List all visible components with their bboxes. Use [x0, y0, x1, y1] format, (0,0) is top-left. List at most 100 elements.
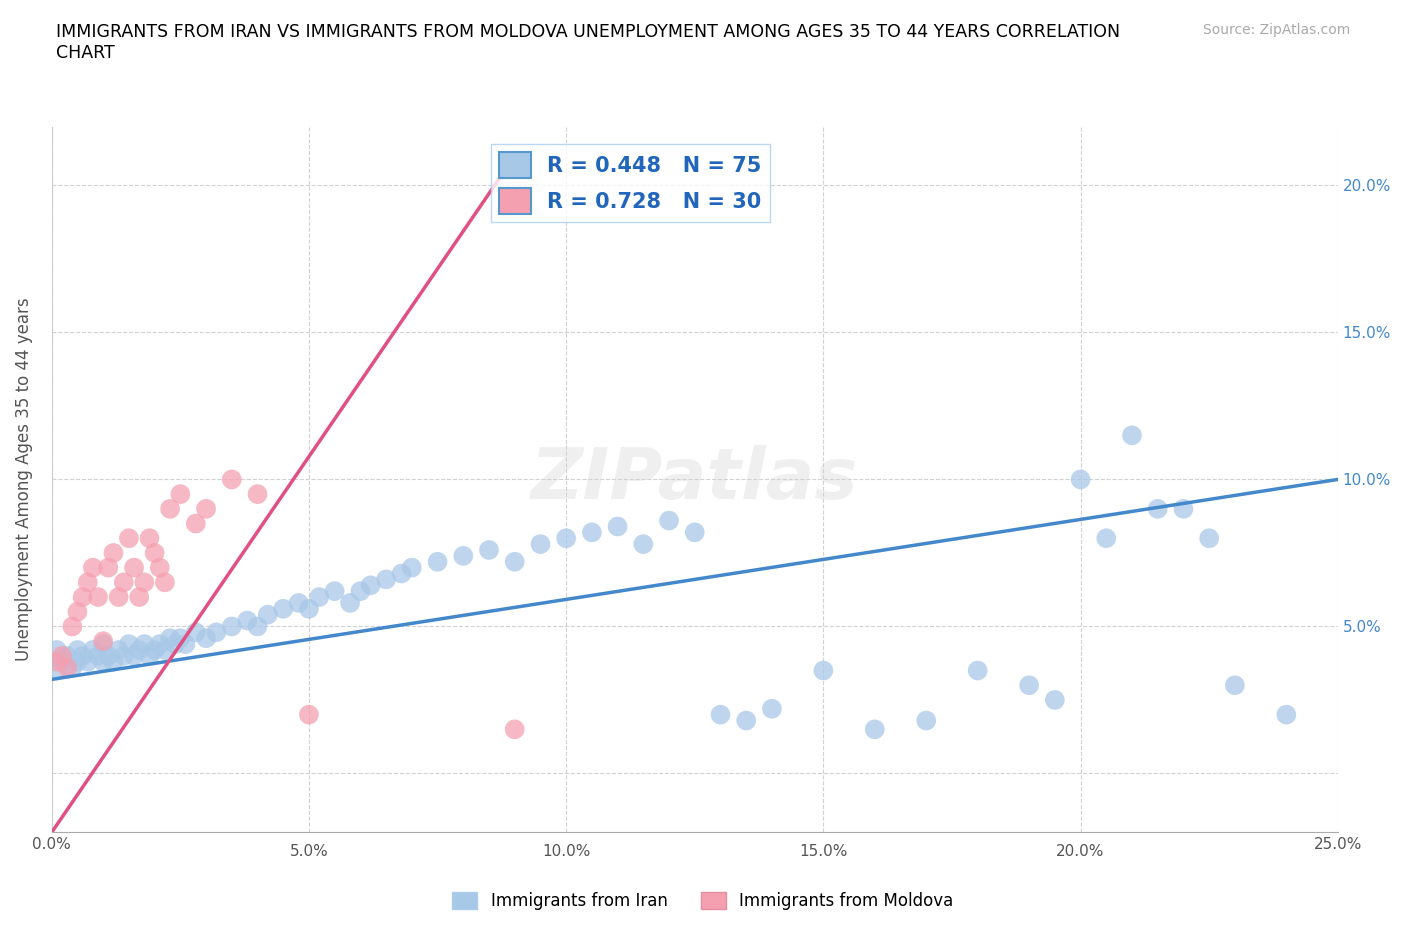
- Point: [1198, 531, 1220, 546]
- Point: [134, 575, 156, 590]
- Point: [863, 722, 886, 737]
- Point: [478, 542, 501, 557]
- Point: [143, 546, 166, 561]
- Point: [221, 619, 243, 634]
- Point: [1146, 501, 1168, 516]
- Point: [138, 648, 160, 663]
- Point: [735, 713, 758, 728]
- Point: [391, 566, 413, 581]
- Point: [813, 663, 835, 678]
- Point: [298, 707, 321, 722]
- Point: [153, 643, 176, 658]
- Point: [375, 572, 398, 587]
- Legend: Immigrants from Iran, Immigrants from Moldova: Immigrants from Iran, Immigrants from Mo…: [446, 885, 960, 917]
- Point: [45, 643, 67, 658]
- Point: [118, 531, 141, 546]
- Point: [1043, 693, 1066, 708]
- Point: [165, 637, 187, 652]
- Point: [451, 549, 474, 564]
- Point: [112, 575, 135, 590]
- Point: [45, 663, 67, 678]
- Point: [271, 602, 294, 617]
- Point: [159, 631, 181, 645]
- Point: [134, 637, 156, 652]
- Point: [87, 590, 110, 604]
- Point: [246, 619, 269, 634]
- Point: [606, 519, 628, 534]
- Point: [159, 501, 181, 516]
- Point: [360, 578, 382, 592]
- Point: [72, 648, 94, 663]
- Point: [205, 625, 228, 640]
- Text: 5.0%: 5.0%: [290, 844, 329, 859]
- Point: [103, 655, 125, 670]
- Point: [401, 560, 423, 575]
- Point: [76, 655, 98, 670]
- Point: [256, 607, 278, 622]
- Point: [56, 648, 79, 663]
- Point: [426, 554, 449, 569]
- Point: [107, 590, 129, 604]
- Point: [1018, 678, 1040, 693]
- Text: ZIPatlas: ZIPatlas: [531, 445, 859, 514]
- Point: [915, 713, 938, 728]
- Y-axis label: Unemployment Among Ages 35 to 44 years: Unemployment Among Ages 35 to 44 years: [15, 298, 32, 661]
- Point: [128, 590, 150, 604]
- Point: [298, 602, 321, 617]
- Point: [221, 472, 243, 487]
- Point: [1095, 531, 1118, 546]
- Point: [60, 619, 83, 634]
- Point: [339, 595, 361, 610]
- Point: [103, 546, 125, 561]
- Point: [97, 648, 120, 663]
- Point: [1223, 678, 1246, 693]
- Text: IMMIGRANTS FROM IRAN VS IMMIGRANTS FROM MOLDOVA UNEMPLOYMENT AMONG AGES 35 TO 44: IMMIGRANTS FROM IRAN VS IMMIGRANTS FROM …: [56, 23, 1121, 62]
- Point: [169, 486, 191, 501]
- Point: [76, 575, 98, 590]
- Point: [761, 701, 783, 716]
- Point: [195, 501, 218, 516]
- Point: [87, 648, 110, 663]
- Point: [349, 584, 371, 599]
- Point: [1070, 472, 1092, 487]
- Text: Source: ZipAtlas.com: Source: ZipAtlas.com: [1202, 23, 1350, 37]
- Point: [1173, 501, 1195, 516]
- Point: [236, 613, 259, 628]
- Point: [118, 637, 141, 652]
- Point: [308, 590, 330, 604]
- Point: [51, 655, 73, 670]
- Text: 15.0%: 15.0%: [799, 844, 848, 859]
- Point: [66, 655, 89, 670]
- Point: [195, 631, 218, 645]
- Point: [555, 531, 578, 546]
- Point: [184, 625, 207, 640]
- Point: [107, 643, 129, 658]
- Point: [287, 595, 309, 610]
- Point: [60, 660, 83, 675]
- Point: [323, 584, 346, 599]
- Point: [138, 531, 160, 546]
- Point: [683, 525, 706, 539]
- Point: [1121, 428, 1143, 443]
- Text: 20.0%: 20.0%: [1056, 844, 1105, 859]
- Point: [97, 560, 120, 575]
- Point: [149, 560, 172, 575]
- Point: [91, 637, 114, 652]
- Point: [503, 722, 526, 737]
- Point: [112, 648, 135, 663]
- Point: [246, 486, 269, 501]
- Point: [658, 513, 681, 528]
- Point: [149, 637, 172, 652]
- Point: [122, 560, 145, 575]
- Point: [82, 560, 104, 575]
- Point: [174, 637, 197, 652]
- Point: [122, 648, 145, 663]
- Point: [581, 525, 603, 539]
- Point: [91, 633, 114, 648]
- Legend: R = 0.448   N = 75, R = 0.728   N = 30: R = 0.448 N = 75, R = 0.728 N = 30: [491, 144, 770, 222]
- Point: [503, 554, 526, 569]
- Point: [1275, 707, 1298, 722]
- Point: [143, 643, 166, 658]
- Point: [529, 537, 551, 551]
- Point: [966, 663, 988, 678]
